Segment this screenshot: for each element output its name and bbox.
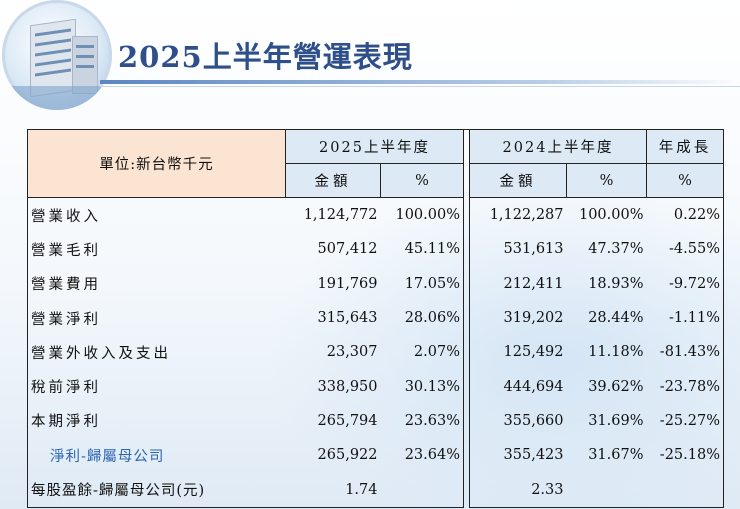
growth: -23.78%	[646, 369, 724, 404]
prior-amount: 319,202	[503, 310, 564, 327]
company-building-logo	[2, 0, 112, 110]
period-current-header: 2025上半年度	[285, 129, 464, 164]
cur-amount-header: 金額	[285, 163, 381, 198]
table-row: 營業收入 1,124,772 100.00% 1,122,287 100.00%…	[27, 197, 724, 233]
prior-pct: 28.44%	[588, 310, 644, 327]
building-side-icon	[72, 36, 98, 94]
column-gap	[463, 129, 470, 508]
cur-pct: 100.00%	[395, 207, 460, 224]
cur-pct: 17.05%	[404, 275, 460, 292]
table-row: 營業外收入及支出 23,307 2.07% 125,492 11.18% -81…	[27, 335, 724, 370]
table-row: 每股盈餘-歸屬母公司(元) 1.74 2.33	[27, 472, 724, 508]
growth: -81.43%	[646, 335, 724, 370]
prior-amount: 2.33	[469, 472, 567, 508]
prior-pct: 31.69%	[588, 412, 644, 429]
prior-amount-header: 金額	[469, 163, 567, 198]
prior-amount: 212,411	[503, 275, 564, 292]
cur-amount: 315,643	[317, 310, 378, 327]
cur-amount: 507,412	[317, 241, 378, 258]
table-row: 本期淨利 265,794 23.63% 355,660 31.69% -25.2…	[27, 403, 724, 439]
growth-pct-header: %	[646, 163, 724, 198]
row-label: 每股盈餘-歸屬母公司(元)	[27, 472, 286, 508]
page-title: 2025上半年營運表現	[118, 40, 413, 74]
growth: -25.27%	[646, 403, 724, 439]
row-label: 營業費用	[27, 266, 286, 301]
row-label: 營業收入	[27, 197, 286, 233]
row-label: 淨利-歸屬母公司	[27, 438, 286, 473]
cur-amount: 23,307	[326, 344, 378, 361]
prior-amount: 355,423	[503, 447, 564, 464]
cur-pct: 23.64%	[404, 447, 460, 464]
title-underline	[100, 80, 740, 84]
prior-pct: 11.18%	[588, 344, 644, 361]
growth	[646, 472, 724, 508]
cur-amount: 1,124,772	[303, 207, 378, 224]
table-row: 營業淨利 315,643 28.06% 319,202 28.44% -1.11…	[27, 300, 724, 336]
cur-amount: 265,922	[317, 447, 378, 464]
cur-amount: 338,950	[317, 378, 378, 395]
growth: -1.11%	[646, 300, 724, 336]
prior-pct: 39.62%	[588, 378, 644, 395]
prior-amount: 355,660	[503, 412, 564, 429]
row-label: 營業毛利	[27, 232, 286, 267]
period-prior-header: 2024上半年度	[469, 129, 647, 164]
table-row: 稅前淨利 338,950 30.13% 444,694 39.62% -23.7…	[27, 369, 724, 404]
cur-amount: 265,794	[317, 412, 378, 429]
growth: -25.18%	[646, 438, 724, 473]
prior-pct-header: %	[566, 163, 647, 198]
prior-amount: 125,492	[503, 344, 564, 361]
growth: 0.22%	[646, 197, 724, 233]
prior-pct: 100.00%	[578, 207, 644, 224]
cur-pct: 2.07%	[413, 344, 460, 361]
cur-pct: 45.11%	[404, 241, 460, 258]
growth: -9.72%	[646, 266, 724, 301]
row-label: 營業外收入及支出	[27, 335, 286, 370]
title-subline	[100, 86, 740, 87]
cur-pct: 23.63%	[404, 412, 460, 429]
prior-pct: 31.67%	[588, 447, 644, 464]
cur-amount: 1.74	[285, 472, 381, 508]
prior-pct: 18.93%	[588, 275, 644, 292]
unit-label: 單位:新台幣千元	[27, 129, 286, 198]
table-row: 營業費用 191,769 17.05% 212,411 18.93% -9.72…	[27, 266, 724, 301]
table-row: 營業毛利 507,412 45.11% 531,613 47.37% -4.55…	[27, 232, 724, 267]
cur-pct: 28.06%	[404, 310, 460, 327]
cur-pct: 30.13%	[404, 378, 460, 395]
prior-amount: 444,694	[503, 378, 564, 395]
operating-results-table: 單位:新台幣千元 2025上半年度 2024上半年度 年成長 金額 % 金額 %…	[27, 129, 724, 508]
cur-pct	[380, 472, 464, 508]
prior-amount: 531,613	[503, 241, 564, 258]
growth-header: 年成長	[646, 129, 724, 164]
prior-amount: 1,122,287	[489, 207, 564, 224]
prior-pct	[566, 472, 647, 508]
row-label: 營業淨利	[27, 300, 286, 336]
cur-amount: 191,769	[317, 275, 378, 292]
cur-pct-header: %	[380, 163, 464, 198]
row-label: 本期淨利	[27, 403, 286, 439]
table-row: 淨利-歸屬母公司 265,922 23.64% 355,423 31.67% -…	[27, 438, 724, 473]
growth: -4.55%	[646, 232, 724, 267]
row-label: 稅前淨利	[27, 369, 286, 404]
prior-pct: 47.37%	[588, 241, 644, 258]
